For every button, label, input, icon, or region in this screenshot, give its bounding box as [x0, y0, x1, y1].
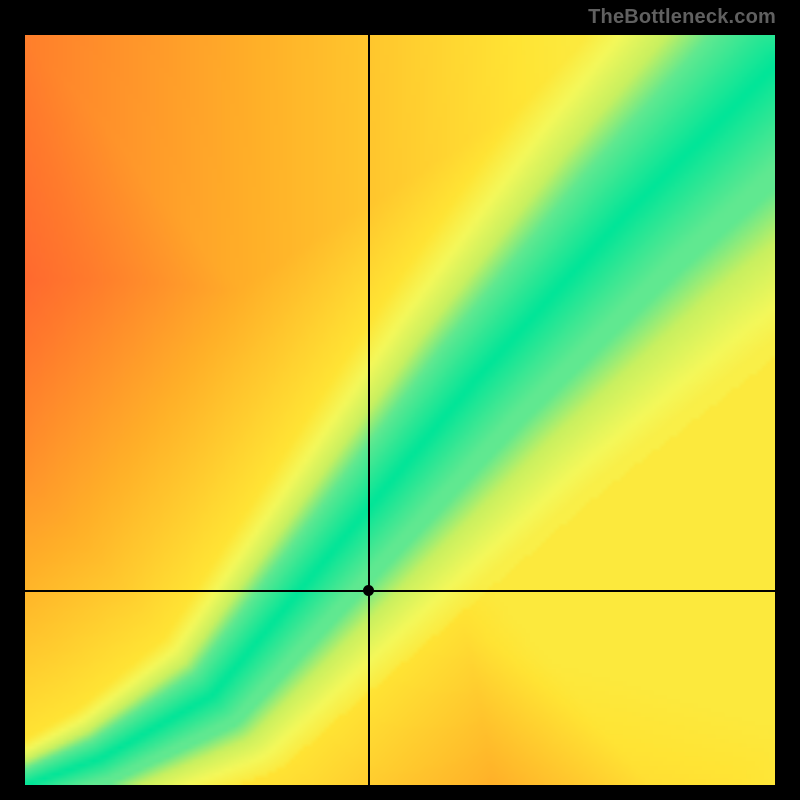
crosshair-horizontal	[25, 590, 775, 592]
heatmap-canvas	[25, 35, 775, 785]
chart-stage: TheBottleneck.com	[0, 0, 800, 800]
crosshair-vertical	[368, 35, 370, 785]
watermark-text: TheBottleneck.com	[588, 6, 776, 29]
plot-area	[25, 35, 775, 785]
